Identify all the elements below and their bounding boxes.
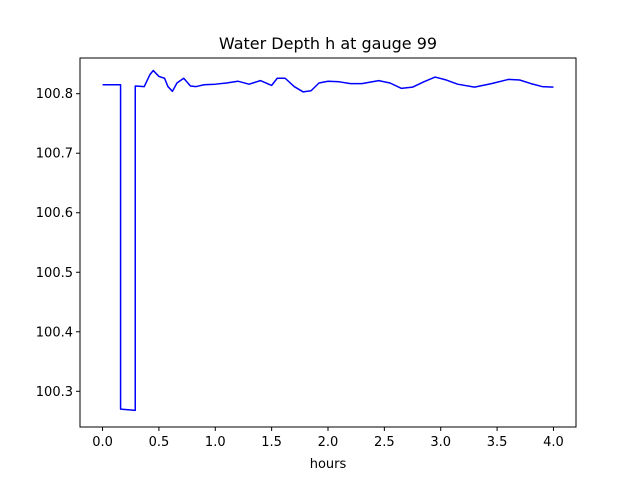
- x-axis-label: hours: [310, 457, 347, 472]
- x-tick-label: 2.0: [318, 435, 339, 450]
- x-tick-label: 1.5: [261, 435, 282, 450]
- series-layer: [102, 69, 554, 412]
- y-tick-label: 100.7: [36, 147, 73, 162]
- x-axis-ticks: 0.0 0.5 1.0 1.5 2.0 2.5 3.0 3.5 4.0: [92, 427, 564, 450]
- x-tick-label: 0.5: [149, 435, 170, 450]
- y-tick-label: 100.5: [36, 266, 73, 281]
- x-tick-label: 0.0: [92, 435, 113, 450]
- y-tick-label: 100.4: [36, 325, 73, 340]
- series-line-0: [102, 69, 554, 412]
- y-tick-label: 100.3: [36, 385, 73, 400]
- x-tick-label: 1.0: [205, 435, 226, 450]
- chart-title: Water Depth h at gauge 99: [219, 34, 437, 53]
- plot-area: [80, 58, 576, 427]
- x-tick-label: 3.5: [487, 435, 508, 450]
- y-tick-label: 100.6: [36, 206, 73, 221]
- y-tick-label: 100.8: [36, 87, 73, 102]
- x-tick-label: 3.0: [430, 435, 451, 450]
- y-axis-ticks: 100.3 100.4 100.5 100.6 100.7 100.8: [36, 87, 80, 400]
- x-tick-label: 4.0: [543, 435, 564, 450]
- x-tick-label: 2.5: [374, 435, 395, 450]
